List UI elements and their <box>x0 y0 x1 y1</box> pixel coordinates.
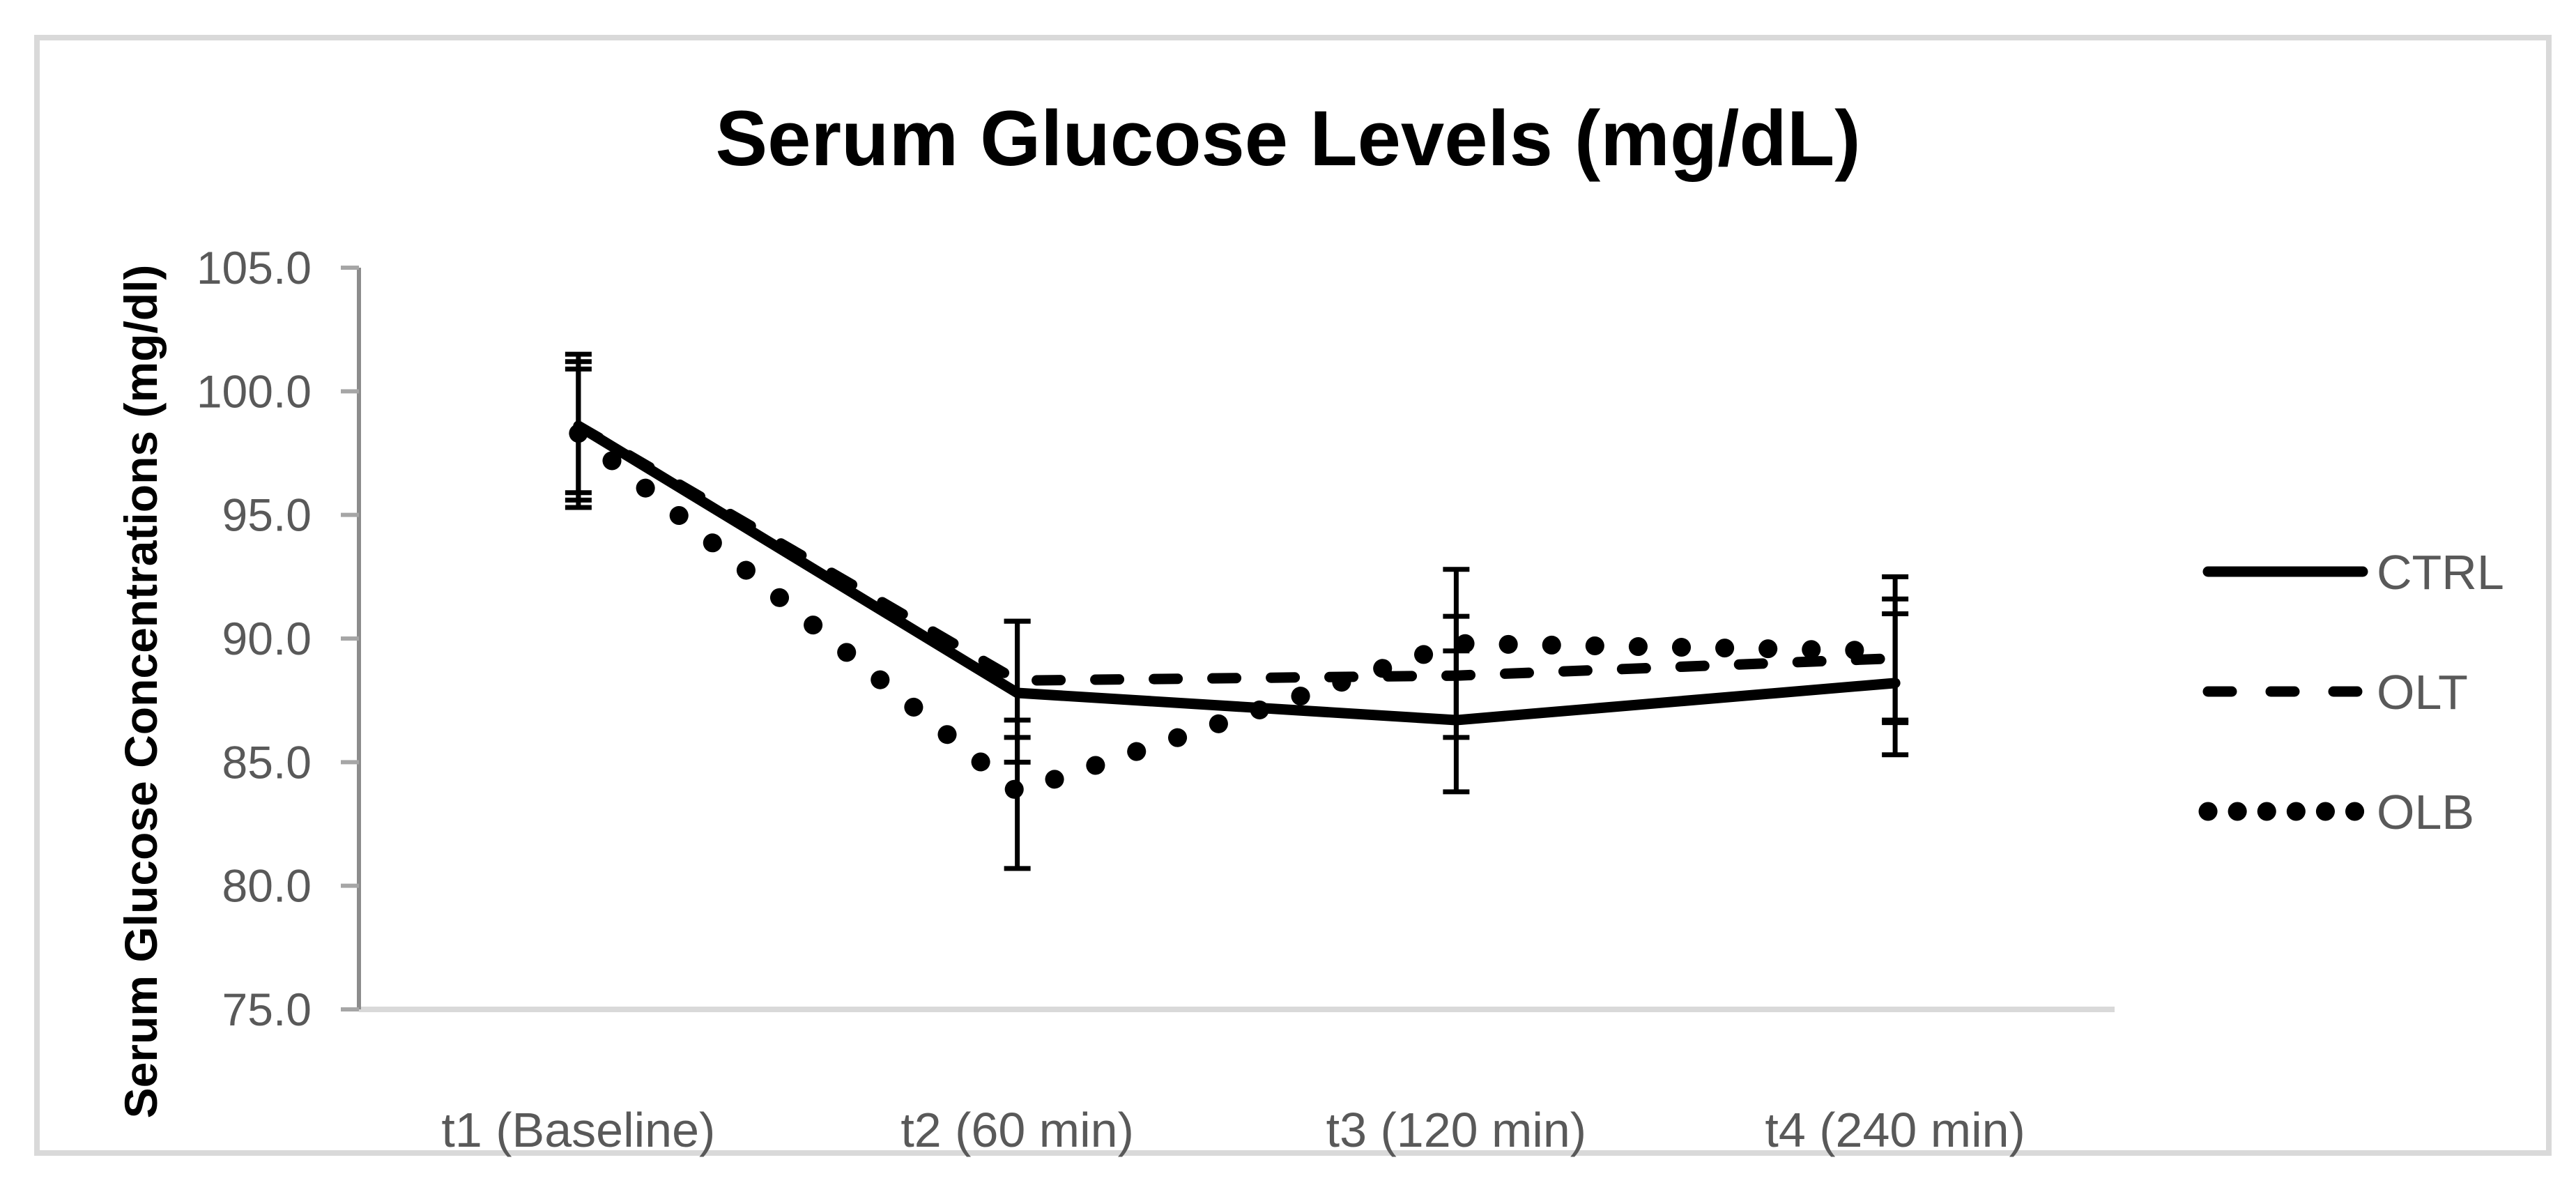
x-axis-label: t4 (240 min) <box>1765 1103 2025 1157</box>
y-tick-label: 100.0 <box>197 365 312 417</box>
y-tick-label: 85.0 <box>222 736 312 788</box>
y-tick-label: 90.0 <box>222 613 312 664</box>
legend-label-olt: OLT <box>2377 665 2468 719</box>
y-tick-label: 105.0 <box>197 242 312 293</box>
series-line-ctrl <box>573 420 1901 726</box>
series-line-olb <box>569 424 1905 802</box>
chart-title: Serum Glucose Levels (mg/dL) <box>715 95 1861 182</box>
x-axis-label: t1 (Baseline) <box>441 1103 715 1157</box>
figure-border <box>34 35 2552 1156</box>
legend-label-olb: OLB <box>2377 785 2474 839</box>
y-tick-label: 75.0 <box>222 984 312 1035</box>
legend-item-olb: OLB <box>2198 785 2474 839</box>
legend-item-ctrl: CTRL <box>2202 545 2504 600</box>
x-axis-label: t3 (120 min) <box>1326 1103 1586 1157</box>
legend-item-olt: OLT <box>2202 665 2468 719</box>
x-axis-label: t2 (60 min) <box>900 1103 1134 1157</box>
y-tick-label: 80.0 <box>222 860 312 912</box>
series-line-olt <box>573 420 1901 686</box>
legend-label-ctrl: CTRL <box>2377 545 2504 600</box>
y-tick-label: 95.0 <box>222 489 312 541</box>
